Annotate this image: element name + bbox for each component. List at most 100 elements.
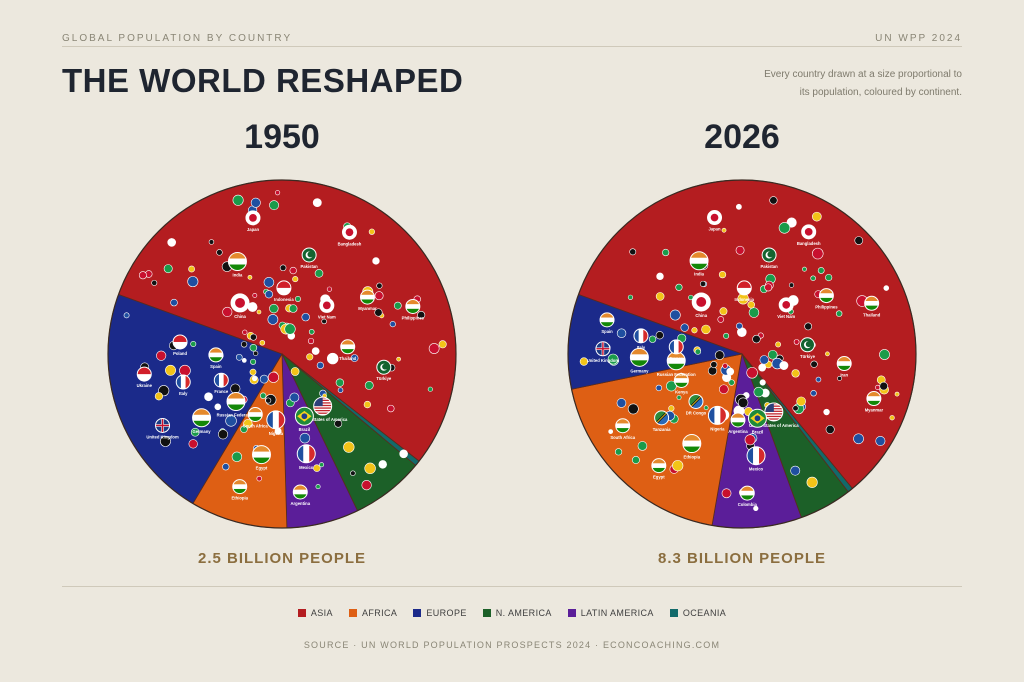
country-marker-france: France bbox=[213, 372, 229, 394]
bangladesh-flag-icon bbox=[801, 224, 816, 239]
country-marker-pakistan: Pakistan bbox=[760, 247, 778, 269]
small-country-flag-icon bbox=[240, 425, 248, 433]
small-country-flag-icon bbox=[744, 434, 756, 446]
country-label: Colombia bbox=[738, 502, 758, 507]
country-label: United Kingdom bbox=[146, 434, 179, 439]
small-country-flag-icon bbox=[726, 367, 735, 376]
small-country-flag-icon bbox=[326, 286, 332, 292]
country-label: Brazil bbox=[752, 429, 763, 434]
country-marker-nigeria: Nigeria bbox=[266, 410, 286, 436]
small-country-flag-icon bbox=[334, 419, 343, 428]
small-country-flag-icon bbox=[290, 367, 300, 376]
small-country-flag-icon bbox=[256, 309, 262, 315]
india-flag-icon bbox=[690, 251, 709, 270]
country-marker-germany: Germany bbox=[192, 408, 211, 434]
pie-outline bbox=[107, 179, 457, 529]
small-country-flag-icon bbox=[230, 383, 241, 394]
small-country-flag-icon bbox=[179, 364, 191, 377]
small-country-flag-icon bbox=[337, 387, 344, 393]
small-country-flag-icon bbox=[607, 353, 619, 365]
small-country-flag-icon bbox=[669, 309, 681, 321]
small-country-flag-icon bbox=[368, 228, 375, 235]
country-marker-brazil: Brazil bbox=[294, 406, 314, 432]
brazil-flag-icon bbox=[295, 407, 314, 426]
small-country-flag-icon bbox=[737, 397, 749, 408]
small-country-flag-icon bbox=[668, 405, 675, 412]
small-country-flag-icon bbox=[350, 354, 359, 362]
kenya-flag-icon bbox=[674, 373, 689, 388]
small-country-flag-icon bbox=[335, 378, 345, 387]
small-country-flag-icon bbox=[275, 190, 281, 196]
small-country-flag-icon bbox=[637, 441, 648, 451]
small-country-flag-icon bbox=[735, 203, 742, 210]
small-country-flag-icon bbox=[701, 324, 711, 335]
small-country-flag-icon bbox=[374, 308, 383, 317]
small-country-flag-icon bbox=[879, 381, 889, 391]
country-label: United Kingdom bbox=[587, 358, 620, 363]
legend-swatch bbox=[413, 609, 422, 617]
ukraine-flag-icon bbox=[137, 367, 152, 382]
small-country-flag-icon bbox=[259, 339, 266, 346]
india-flag-icon bbox=[228, 252, 247, 271]
country-marker-china: China bbox=[691, 292, 711, 318]
small-country-flag-icon bbox=[753, 505, 759, 512]
small-country-flag-icon bbox=[675, 283, 683, 291]
country-label: Iran bbox=[840, 373, 848, 378]
small-country-flag-icon bbox=[307, 337, 315, 345]
country-marker-egypt: Egypt bbox=[651, 458, 667, 480]
small-country-flag-icon bbox=[319, 462, 325, 468]
small-country-flag-icon bbox=[655, 331, 664, 340]
mexico-flag-icon bbox=[747, 446, 766, 465]
nigeria-flag-icon bbox=[708, 406, 727, 425]
small-country-flag-icon bbox=[378, 460, 387, 469]
country-marker-russian-federation: Russian Federation bbox=[657, 351, 696, 377]
small-country-flag-icon bbox=[714, 350, 725, 360]
source-tag: UN WPP 2024 bbox=[875, 32, 962, 44]
small-country-flag-icon bbox=[764, 283, 773, 292]
small-country-flag-icon bbox=[759, 379, 766, 386]
country-label: India bbox=[694, 272, 704, 277]
legend: ASIA AFRICA EUROPE N. AMERICA LATIN AMERICA O… bbox=[0, 608, 1024, 618]
small-country-flag-icon bbox=[156, 350, 167, 361]
small-country-flag-icon bbox=[222, 306, 233, 317]
small-country-flag-icon bbox=[812, 211, 822, 222]
small-country-flag-icon bbox=[790, 465, 801, 476]
small-country-flag-icon bbox=[250, 358, 257, 365]
small-country-flag-icon bbox=[208, 239, 215, 245]
small-country-flag-icon bbox=[691, 327, 698, 334]
legend-item-n-america: N. AMERICA bbox=[482, 608, 552, 618]
small-country-flag-icon bbox=[717, 316, 725, 323]
russian-federation-flag-icon bbox=[227, 392, 246, 411]
japan-flag-icon bbox=[707, 210, 722, 225]
legend-label: OCEANIA bbox=[682, 608, 727, 618]
small-country-flag-icon bbox=[235, 353, 243, 361]
country-marker-viet-nam: Viet Nam bbox=[318, 297, 336, 319]
country-label: Bangladesh bbox=[797, 241, 821, 246]
small-country-flag-icon bbox=[214, 403, 222, 411]
united-states-of-america-flag-icon bbox=[764, 402, 783, 421]
country-marker-spain: Spain bbox=[599, 312, 615, 334]
small-country-flag-icon bbox=[396, 356, 401, 362]
brazil-flag-icon bbox=[748, 409, 767, 428]
country-label: France bbox=[669, 356, 683, 361]
small-country-flag-icon bbox=[249, 368, 257, 376]
country-marker-t-rkiye: Türkiye bbox=[799, 337, 816, 359]
small-country-flag-icon bbox=[399, 449, 408, 459]
country-marker-india: India bbox=[689, 251, 709, 277]
small-country-flag-icon bbox=[883, 285, 890, 291]
country-marker-italy: Italy bbox=[175, 374, 191, 396]
legend-label: ASIA bbox=[310, 608, 333, 618]
small-country-flag-icon bbox=[326, 352, 339, 365]
small-country-flag-icon bbox=[374, 291, 384, 301]
small-country-flag-icon bbox=[894, 391, 900, 397]
country-label: Türkiye bbox=[376, 376, 392, 381]
legend-item-asia: ASIA bbox=[297, 608, 333, 618]
country-label: Egypt bbox=[256, 466, 268, 471]
small-country-flag-icon bbox=[308, 328, 315, 335]
country-label: Mexico bbox=[299, 465, 314, 470]
small-country-flag-icon bbox=[616, 328, 627, 338]
small-country-flag-icon bbox=[627, 403, 639, 415]
small-country-flag-icon bbox=[719, 307, 728, 316]
small-country-flag-icon bbox=[217, 429, 229, 440]
country-label: United States of America bbox=[298, 417, 348, 422]
